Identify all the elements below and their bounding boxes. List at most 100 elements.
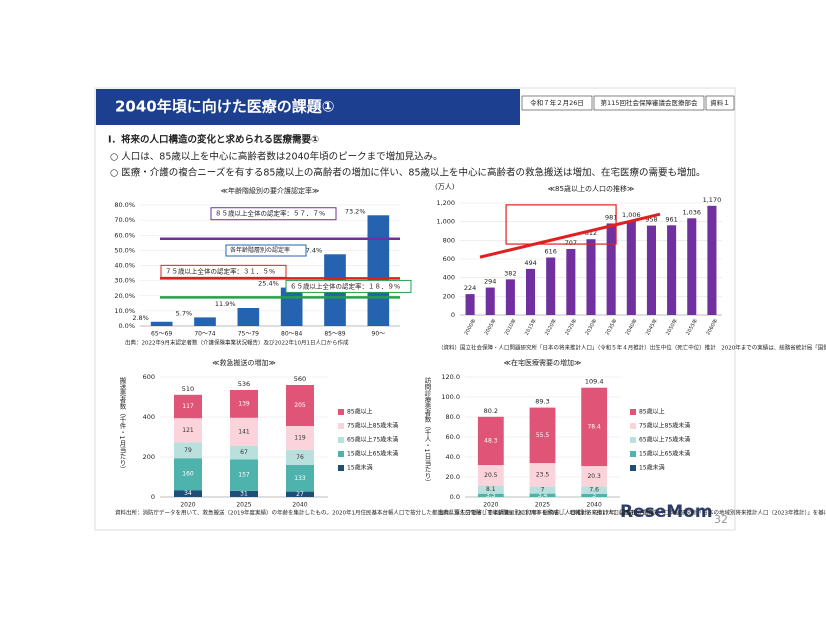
y-axis-label: (万人) [435,183,455,191]
legend-swatch [630,423,636,429]
x-tick-label: 85〜89 [324,331,345,338]
bar-segment [529,407,556,464]
bar [707,205,717,315]
chart-source: 出典：2022年9月末認定者数（介護保険事業状況報告）及び2022年10月1日人… [125,339,349,347]
data-label: 958 [645,216,657,224]
date-box [521,95,593,111]
bar-segment [477,416,504,466]
data-label: 494 [524,259,536,267]
doc: 資料１ [710,98,730,107]
bar-segment [477,493,504,497]
data-label: 8.1 [486,486,496,493]
data-label: 3.4 [538,492,548,499]
header-bar [96,89,520,125]
y-tick-label: 60.0% [114,231,135,239]
y-tick-label: 10.0% [114,307,135,315]
annotation: 各年齢階層別の認定率 [230,246,290,254]
data-label: 3.3 [486,492,496,499]
bar [626,221,636,315]
bar [646,225,656,315]
legend-swatch [630,465,636,471]
legend-label: 15歳以上65歳未満 [347,450,398,458]
reference-label-box [210,207,337,221]
bar-segment [286,465,314,492]
reference-label: ８５歳以上全体の認定率：５７．７% [215,209,325,218]
bar-segment [529,486,556,494]
data-label: 78.4 [587,423,601,430]
legend-swatch [630,451,636,457]
data-label: 139 [238,400,250,407]
data-label: 121 [182,427,194,434]
annotation-box [225,244,307,257]
data-label: 1,036 [682,208,701,216]
x-tick-label: 90〜 [372,331,386,338]
bar-segment [230,417,258,446]
bar [606,223,616,315]
bar [237,308,260,326]
x-tick-label: 2040 [587,502,602,509]
y-tick-label: 80.0% [114,201,135,209]
y-tick-label: 1,000 [436,218,455,226]
legend-label: 65歳以上75歳未満 [639,436,690,444]
data-label: 157 [238,472,250,479]
y-tick-label: 30.0% [114,277,135,285]
x-tick-label: 80〜84 [281,331,302,338]
legend-swatch [338,437,344,443]
bar [367,215,390,326]
data-label: 27 [296,491,304,498]
meeting-box [593,95,705,111]
data-label: 76 [296,454,304,461]
chart-source: 資料出所：消防庁データを用いて、救急搬送（2019年度実績）の年齢を集計したもの… [115,509,658,517]
total-label: 109.4 [585,378,604,386]
legend-label: 15歳未満 [639,464,665,472]
y-axis-label: 搬送患者数（千件・1月当たり） [118,376,126,472]
y-tick-label: 70.0% [114,216,135,224]
bar-segment [581,486,608,494]
data-label: 7.6 [589,487,599,494]
legend-label: 65歳以上75歳未満 [347,436,398,444]
x-tick-label: 75〜79 [238,331,259,338]
y-tick-label: 600 [443,255,455,263]
data-label: 2.8% [132,314,149,322]
y-tick-label: 60.0 [446,433,460,441]
bar-segment [581,387,608,467]
data-label: 382 [504,269,516,277]
bar-segment [286,491,314,497]
total-label: 89.3 [535,398,549,406]
bar-segment [174,394,202,419]
data-label: 48.3 [484,437,498,444]
data-label: 7 [541,487,545,494]
data-label: 23.5 [536,471,550,478]
bar [505,279,515,315]
x-tick-label: 2025 [535,502,550,509]
bar-segment [174,458,202,491]
bullet: ○ 人口は、85歳以上を中心に高齢者数は2040年頃のピークまで増加見込み。 [110,151,443,163]
legend-label: 15歳以上65歳未満 [639,450,690,458]
bar-segment [529,463,556,487]
reference-label: ７５歳以上全体の認定率：３１．５% [165,266,275,275]
x-tick-label: 2025 [236,502,251,509]
bar-segment [581,494,608,497]
bar [485,287,495,315]
y-tick-label: 20.0 [446,473,460,481]
data-label: 812 [585,229,597,237]
bullet: ○ 医療・介護の複合ニーズを有する85歳以上の高齢者の増加に伴い、85歳以上を中… [110,167,706,179]
reference-label-box [160,264,287,278]
trend-arrow [479,212,661,259]
doc-box [705,95,735,111]
bar-segment [477,485,504,494]
data-label: 55.5 [536,432,550,439]
data-label: 119 [294,434,306,441]
bar [194,317,216,326]
data-label: 616 [544,248,556,256]
y-tick-label: 120.0 [441,373,460,381]
data-label: 73.2% [345,207,366,215]
y-tick-label: 600 [143,373,155,381]
data-label: 11.9% [215,300,236,308]
bar [687,218,697,315]
data-label: 79 [184,447,192,454]
y-tick-label: 40.0 [446,453,460,461]
bar-segment [174,490,202,497]
bar-segment [174,442,202,459]
bar-segment [230,490,258,497]
